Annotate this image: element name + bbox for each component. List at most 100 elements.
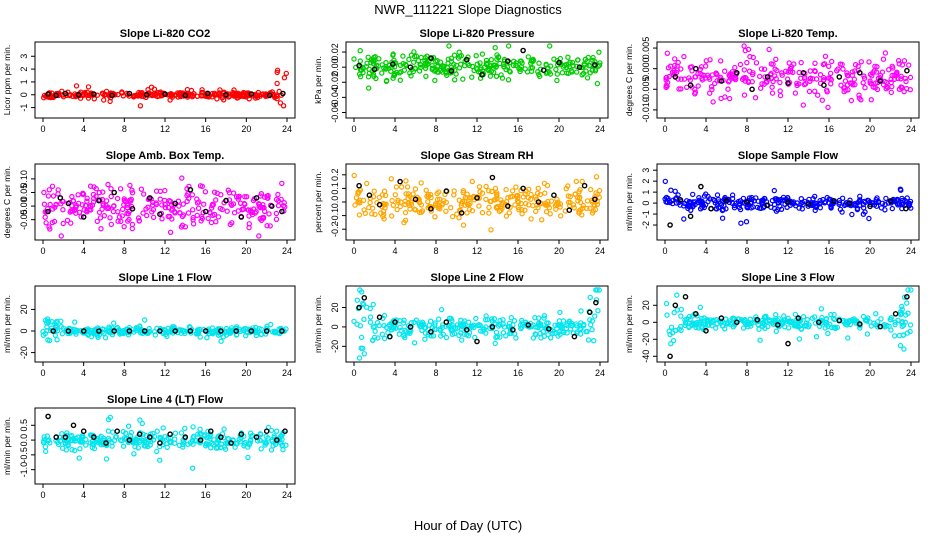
data-point xyxy=(492,185,499,192)
data-point xyxy=(569,69,575,75)
x-tick-label: 24 xyxy=(595,368,605,378)
data-point xyxy=(388,68,394,75)
data-point xyxy=(597,60,603,66)
data-point xyxy=(406,56,412,63)
data-point xyxy=(822,325,828,331)
reference-point xyxy=(45,413,51,420)
data-point xyxy=(189,93,196,100)
data-point xyxy=(73,435,79,441)
reference-point xyxy=(734,70,740,76)
data-point xyxy=(542,190,548,196)
data-point xyxy=(469,323,475,329)
data-point xyxy=(888,79,894,86)
reference-points xyxy=(45,90,286,99)
y-tick-label: 20 xyxy=(330,302,340,312)
data-point xyxy=(440,64,447,70)
data-point xyxy=(398,184,405,190)
x-tick-label: 24 xyxy=(282,490,292,500)
data-point xyxy=(798,195,805,202)
reference-point xyxy=(45,208,51,215)
data-point xyxy=(729,192,736,198)
data-point xyxy=(375,335,381,341)
data-point xyxy=(256,201,263,208)
data-point xyxy=(835,66,841,72)
data-point xyxy=(758,66,765,72)
data-point xyxy=(416,68,423,74)
x-tick-label: 16 xyxy=(824,124,834,134)
x-tick-label: 16 xyxy=(201,124,211,134)
data-point xyxy=(242,193,248,200)
x-tick-label: 0 xyxy=(662,368,667,378)
data-point xyxy=(486,65,493,72)
data-point xyxy=(383,59,389,66)
data-point xyxy=(214,439,220,445)
reference-point xyxy=(744,199,750,205)
data-point xyxy=(102,92,108,98)
data-point xyxy=(711,317,717,323)
reference-point xyxy=(546,326,552,332)
data-point xyxy=(472,334,478,341)
series-points xyxy=(351,43,603,91)
data-point xyxy=(800,314,807,320)
data-point xyxy=(678,313,684,319)
data-point xyxy=(88,207,94,213)
reference-point xyxy=(892,310,899,317)
data-point xyxy=(401,317,407,323)
data-point xyxy=(496,208,503,215)
data-point xyxy=(665,65,672,71)
data-point xyxy=(579,178,585,185)
data-point xyxy=(591,338,597,344)
data-point xyxy=(107,325,113,332)
data-point xyxy=(857,198,863,204)
data-point xyxy=(411,206,418,212)
data-point xyxy=(896,332,903,339)
data-point xyxy=(494,190,500,196)
data-point xyxy=(874,63,880,70)
reference-points xyxy=(672,65,910,93)
data-point xyxy=(460,76,466,82)
data-point xyxy=(123,90,130,97)
data-point xyxy=(179,175,185,181)
x-tick-label: 16 xyxy=(201,246,211,256)
data-point xyxy=(743,218,750,225)
reference-point xyxy=(356,62,362,69)
data-point xyxy=(566,318,573,324)
reference-point xyxy=(248,328,255,334)
data-point xyxy=(801,81,808,88)
data-point xyxy=(845,87,851,93)
reference-point xyxy=(463,56,470,63)
data-point xyxy=(747,53,753,60)
data-point xyxy=(259,215,265,221)
data-point xyxy=(268,427,275,434)
data-point xyxy=(247,430,254,436)
data-point xyxy=(574,63,580,70)
data-point xyxy=(866,215,872,222)
data-point xyxy=(381,335,388,342)
data-point xyxy=(102,335,109,341)
data-point xyxy=(217,205,223,212)
y-tick-label: 1 xyxy=(19,79,29,84)
data-point xyxy=(100,97,107,103)
data-point xyxy=(214,190,220,196)
data-point xyxy=(852,202,859,208)
data-point xyxy=(699,315,705,322)
data-point xyxy=(764,79,770,85)
data-point xyxy=(844,322,850,328)
data-point xyxy=(81,207,87,213)
data-point xyxy=(842,78,849,84)
reference-points xyxy=(667,183,909,228)
data-point xyxy=(444,72,450,79)
data-point xyxy=(85,95,92,101)
data-point xyxy=(741,92,748,98)
reference-point xyxy=(366,192,373,198)
data-point xyxy=(372,328,378,334)
data-point xyxy=(58,318,64,324)
reference-point xyxy=(197,437,204,443)
data-point xyxy=(437,327,444,333)
x-tick-label: 4 xyxy=(703,124,708,134)
x-tick-label: 4 xyxy=(81,246,86,256)
data-point xyxy=(219,95,225,101)
x-tick-label: 12 xyxy=(160,124,170,134)
reference-point xyxy=(703,327,709,334)
